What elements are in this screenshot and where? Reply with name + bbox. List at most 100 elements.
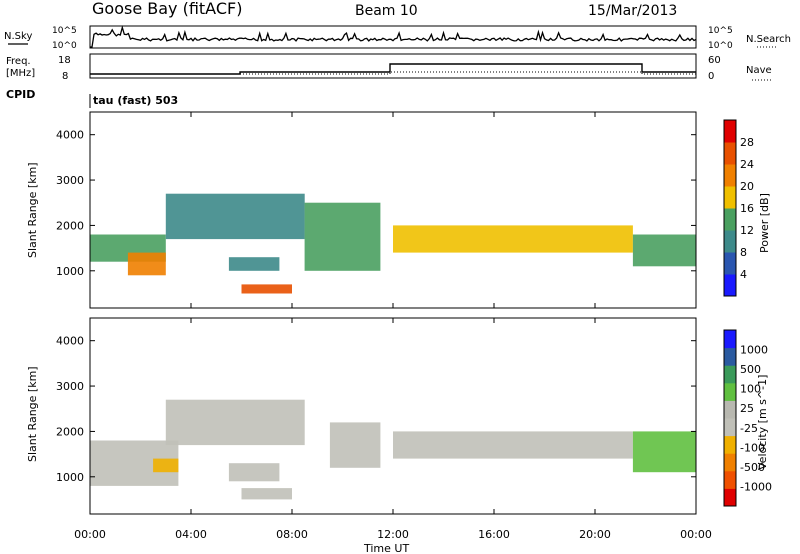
colorbar-segment [724, 470, 736, 489]
y-tick-label: 1000 [56, 265, 84, 278]
scatter-region-7 [632, 234, 696, 267]
y-tick-label: 4000 [56, 129, 84, 142]
colorbar-segment [724, 418, 736, 437]
velocity-colorbar: 1000 500 100 25 -25 -100 -500 -1000 [723, 329, 772, 507]
colorbar-segment [724, 400, 736, 419]
sky-panel-frame [89, 25, 697, 49]
frequency-panel: Freq. [MHz] 18 8 60 0 Nave [6, 53, 772, 82]
search-tick-top: 10^5 [708, 26, 733, 36]
scatter-region-4 [241, 488, 292, 500]
colorbar-tick-label: -500 [740, 461, 765, 474]
colorbar-tick-label: 20 [740, 180, 754, 193]
sky-noise-trace [90, 25, 697, 48]
scatter-region-2 [165, 193, 305, 240]
velocity-y-axis-label: Slant Range [km] [26, 366, 39, 462]
velocity-y-ticks: 1000 2000 3000 4000 [56, 335, 696, 484]
sky-noise-panel: N.Sky 10^5 10^0 10^5 10^0 N.Search [4, 25, 791, 51]
power-scatter-data [90, 193, 696, 294]
colorbar-segment [724, 453, 736, 472]
scatter-region-5 [304, 202, 381, 271]
station-title: Goose Bay (fitACF) [92, 0, 242, 18]
scatter-region-3 [228, 257, 280, 271]
x-tick-label: 08:00 [276, 528, 308, 541]
cpid-mode: tau (fast) 503 [93, 94, 178, 107]
nave-trace [90, 71, 696, 75]
x-tick-label: 00:00 [74, 528, 106, 541]
colorbar-tick-label: 500 [740, 363, 761, 376]
cpid-label: CPID [6, 88, 35, 101]
scatter-region-1 [127, 252, 166, 276]
colorbar-segment [724, 142, 736, 165]
power-colorbar-label: Power [dB] [758, 193, 771, 253]
power-y-axis-label: Slant Range [km] [26, 162, 39, 258]
velocity-panel: 1000 2000 3000 4000 Slant Range [km] 1000 50… [26, 317, 772, 515]
colorbar-segment [724, 274, 736, 297]
colorbar-segment [724, 488, 736, 507]
x-tick-label: 20:00 [579, 528, 611, 541]
x-tick-label: 16:00 [478, 528, 510, 541]
freq-label-line2: [MHz] [6, 68, 35, 79]
power-panel: 1000 2000 3000 4000 Slant Range [km] 4 8 12 16… [26, 111, 771, 309]
colorbar-tick-label: 12 [740, 224, 754, 237]
x-axis-label: Time UT [363, 542, 409, 554]
time-axis: 00:00 04:00 08:00 12:00 16:00 20:00 00:00 [74, 112, 712, 541]
scatter-region-7 [632, 431, 696, 473]
freq-label-line1: Freq. [6, 56, 31, 67]
colorbar-frame [723, 119, 737, 297]
nave-tick-bottom: 0 [708, 71, 714, 82]
search-tick-bottom: 10^0 [708, 41, 733, 51]
colorbar-segment [724, 330, 736, 349]
scatter-region-1 [153, 458, 179, 473]
colorbar-tick-label: 4 [740, 268, 747, 281]
colorbar-tick-label: -1000 [740, 480, 772, 493]
n-sky-label: N.Sky [4, 31, 32, 42]
scatter-region-3 [228, 463, 280, 482]
colorbar-segment [724, 435, 736, 454]
freq-tick-top: 18 [58, 55, 71, 66]
sky-tick-top: 10^5 [52, 26, 77, 36]
colorbar-segment [724, 252, 736, 275]
y-tick-label: 3000 [56, 380, 84, 393]
scatter-region-6 [393, 225, 633, 253]
date-title: 15/Mar/2013 [588, 3, 677, 19]
colorbar-segment [724, 186, 736, 209]
velocity-colorbar-label: Velocity [m s^-1] [756, 375, 769, 470]
power-colorbar: 4 8 12 16 20 24 28 [723, 119, 754, 297]
velocity-scatter-data [90, 399, 696, 500]
freq-panel-frame [89, 53, 697, 79]
colorbar-tick-label: 1000 [740, 344, 768, 357]
x-tick-label: 04:00 [175, 528, 207, 541]
colorbar-tick-label: -25 [740, 422, 758, 435]
colorbar-frame [723, 329, 737, 507]
colorbar-segment [724, 365, 736, 384]
n-search-label: N.Search [746, 34, 791, 45]
colorbar-tick-label: 8 [740, 246, 747, 259]
colorbar-segment [724, 120, 736, 143]
y-tick-label: 3000 [56, 174, 84, 187]
colorbar-segment [724, 347, 736, 366]
colorbar-tick-label: 16 [740, 202, 754, 215]
colorbar-segment [724, 230, 736, 253]
colorbar-segment [724, 382, 736, 401]
scatter-region-4 [241, 284, 292, 294]
cpid-panel: CPID tau (fast) 503 [6, 88, 178, 108]
y-tick-label: 2000 [56, 219, 84, 232]
frequency-trace [90, 63, 696, 75]
x-tick-label: 00:00 [680, 528, 712, 541]
sky-tick-bottom: 10^0 [52, 41, 77, 51]
scatter-region-2 [165, 399, 305, 446]
colorbar-tick-label: -100 [740, 441, 765, 454]
freq-tick-bottom: 8 [62, 71, 68, 82]
colorbar-segment [724, 164, 736, 187]
colorbar-tick-label: 28 [740, 136, 754, 149]
y-tick-label: 4000 [56, 335, 84, 348]
y-tick-label: 2000 [56, 425, 84, 438]
nave-tick-top: 60 [708, 55, 721, 66]
colorbar-tick-label: 24 [740, 158, 754, 171]
colorbar-segment [724, 208, 736, 231]
y-tick-label: 1000 [56, 471, 84, 484]
scatter-region-5 [329, 422, 381, 468]
x-tick-label: 12:00 [377, 528, 409, 541]
power-y-ticks: 1000 2000 3000 4000 [56, 129, 696, 278]
